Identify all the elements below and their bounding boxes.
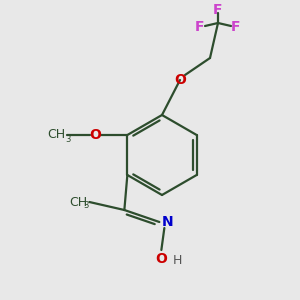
Text: CH: CH <box>47 128 65 142</box>
Text: N: N <box>161 215 173 229</box>
Text: CH: CH <box>69 196 87 208</box>
Text: 3: 3 <box>83 202 88 211</box>
Text: F: F <box>213 3 223 17</box>
Text: O: O <box>89 128 101 142</box>
Text: H: H <box>172 254 182 267</box>
Text: O: O <box>155 252 167 266</box>
Text: F: F <box>195 20 205 34</box>
Text: F: F <box>231 20 241 34</box>
Text: 3: 3 <box>65 134 71 143</box>
Text: O: O <box>174 73 186 87</box>
